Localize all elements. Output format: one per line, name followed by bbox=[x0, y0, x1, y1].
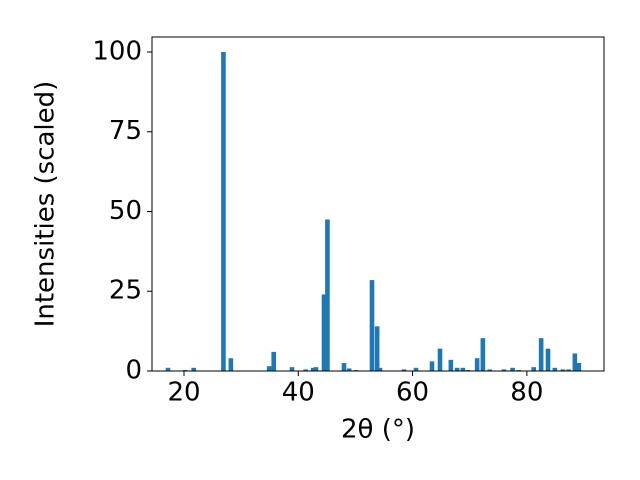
bar bbox=[401, 369, 407, 371]
x-tick-label: 20 bbox=[167, 378, 200, 408]
bar bbox=[377, 367, 383, 371]
bar bbox=[369, 280, 375, 371]
bar bbox=[480, 338, 486, 371]
bar bbox=[271, 351, 277, 371]
bar bbox=[289, 367, 295, 371]
x-tick-label: 60 bbox=[396, 378, 429, 408]
bar bbox=[510, 367, 515, 371]
y-tick-label: 100 bbox=[92, 36, 142, 66]
bar bbox=[552, 367, 558, 371]
bar bbox=[566, 369, 571, 371]
x-axis-label: 2θ (°) bbox=[341, 415, 415, 445]
bar bbox=[266, 366, 272, 371]
bar bbox=[572, 353, 578, 371]
bar bbox=[228, 358, 234, 371]
bar bbox=[474, 358, 480, 371]
bar bbox=[346, 368, 352, 371]
bar bbox=[545, 348, 551, 371]
bar bbox=[448, 359, 454, 371]
bar bbox=[374, 326, 380, 371]
bar bbox=[437, 348, 443, 371]
y-tick-label: 75 bbox=[109, 116, 142, 146]
bar bbox=[310, 367, 316, 371]
bar bbox=[576, 363, 582, 371]
bar bbox=[454, 367, 460, 371]
y-tick-label: 50 bbox=[109, 196, 142, 226]
x-tick-label: 40 bbox=[282, 378, 315, 408]
bar bbox=[325, 219, 330, 371]
bar bbox=[531, 367, 537, 371]
plot-frame bbox=[151, 36, 605, 372]
bar bbox=[313, 367, 319, 371]
bar bbox=[303, 369, 309, 371]
bar bbox=[341, 363, 347, 371]
bar bbox=[191, 367, 197, 371]
bar bbox=[487, 369, 493, 371]
y-tick-label: 0 bbox=[125, 356, 142, 386]
bar bbox=[460, 367, 466, 371]
bar bbox=[538, 338, 544, 371]
bar bbox=[221, 51, 226, 371]
bar bbox=[501, 369, 507, 371]
bar bbox=[429, 361, 435, 371]
y-tick-label: 25 bbox=[109, 276, 142, 306]
y-axis-label: Intensities (scaled) bbox=[31, 81, 61, 328]
x-tick-label: 80 bbox=[510, 378, 543, 408]
bar bbox=[321, 294, 327, 371]
bar bbox=[413, 367, 419, 371]
bar bbox=[560, 369, 566, 371]
bar bbox=[165, 367, 171, 371]
